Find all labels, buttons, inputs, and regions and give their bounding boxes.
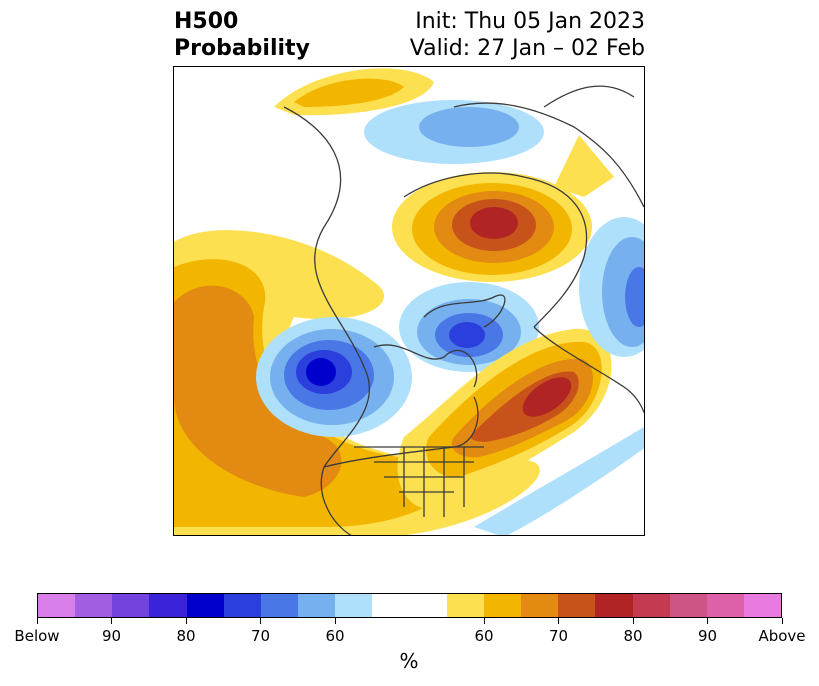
alaska-below-80 — [306, 358, 336, 386]
colorbar-tick-label: 80 — [176, 627, 196, 645]
colorbar-tick-label: 60 — [474, 627, 494, 645]
colorbar-segment — [112, 594, 150, 617]
colorbar-tick-label: 90 — [697, 627, 718, 645]
colorbar-tick — [707, 618, 708, 624]
colorbar-tick — [781, 618, 783, 624]
colorbar-tick — [483, 618, 485, 624]
colorbar-segment — [595, 594, 633, 617]
colorbar-tick-label: Above — [758, 627, 806, 645]
colorbar-tick-label: 80 — [623, 627, 643, 645]
colorbar-segment — [743, 594, 782, 617]
colorbar-segment — [223, 594, 261, 617]
scandinavia-below-65 — [419, 107, 519, 147]
colorbar-segment — [706, 594, 744, 617]
colorbar-segment — [186, 594, 224, 617]
colorbar-tick — [260, 618, 261, 624]
colorbar-segment — [409, 594, 447, 617]
pacific-above-70 — [174, 285, 342, 497]
baffin-below-75 — [449, 322, 485, 348]
colorbar-segment — [483, 594, 522, 617]
colorbar-segment — [38, 594, 76, 617]
colorbar-tick-label: 70 — [548, 627, 569, 645]
siberia-above-80 — [470, 207, 518, 239]
colorbar-tick — [111, 618, 112, 624]
colorbar-tick — [36, 618, 38, 624]
arctic-above-65 — [294, 78, 404, 107]
chart-title-right: Init: Thu 05 Jan 2023 Valid: 27 Jan – 02… — [410, 8, 645, 62]
colorbar-segment — [298, 594, 336, 617]
colorbar-segment — [446, 594, 484, 617]
colorbar-segment — [669, 594, 707, 617]
colorbar-tick-label: 90 — [101, 627, 122, 645]
colorbar-tick — [632, 618, 634, 624]
colorbar-segment — [335, 594, 373, 617]
colorbar — [37, 593, 782, 618]
colorbar-segment — [632, 594, 670, 617]
colorbar-segment — [558, 594, 596, 617]
colorbar-tick-label: 70 — [250, 627, 271, 645]
valid-range: Valid: 27 Jan – 02 Feb — [409, 36, 645, 61]
colorbar-segment — [260, 594, 299, 617]
colorbar-tick-label: Below — [14, 627, 60, 645]
probability-map — [173, 66, 645, 536]
colorbar-segment — [149, 594, 187, 617]
chart-title-left: H500 Probability — [174, 8, 310, 62]
coastlines — [283, 85, 644, 535]
title-field: Probability — [174, 36, 310, 61]
colorbar-segment — [75, 594, 113, 617]
colorbar-tick-label: 60 — [325, 627, 345, 645]
colorbar-tick — [558, 618, 559, 624]
title-variable: H500 — [174, 9, 239, 34]
colorbar-tick — [185, 618, 187, 624]
init-date: Init: Thu 05 Jan 2023 — [415, 9, 645, 34]
asia-below-70 — [625, 267, 644, 327]
colorbar-tick — [334, 618, 336, 624]
siberia-above-tail — [554, 135, 614, 197]
atlantic-above-80 — [522, 377, 572, 417]
colorbar-segment — [372, 594, 410, 617]
atlantic-below-60 — [474, 427, 644, 535]
colorbar-unit-label: % — [399, 649, 419, 673]
colorbar-segment — [521, 594, 559, 617]
map-svg — [174, 68, 644, 535]
